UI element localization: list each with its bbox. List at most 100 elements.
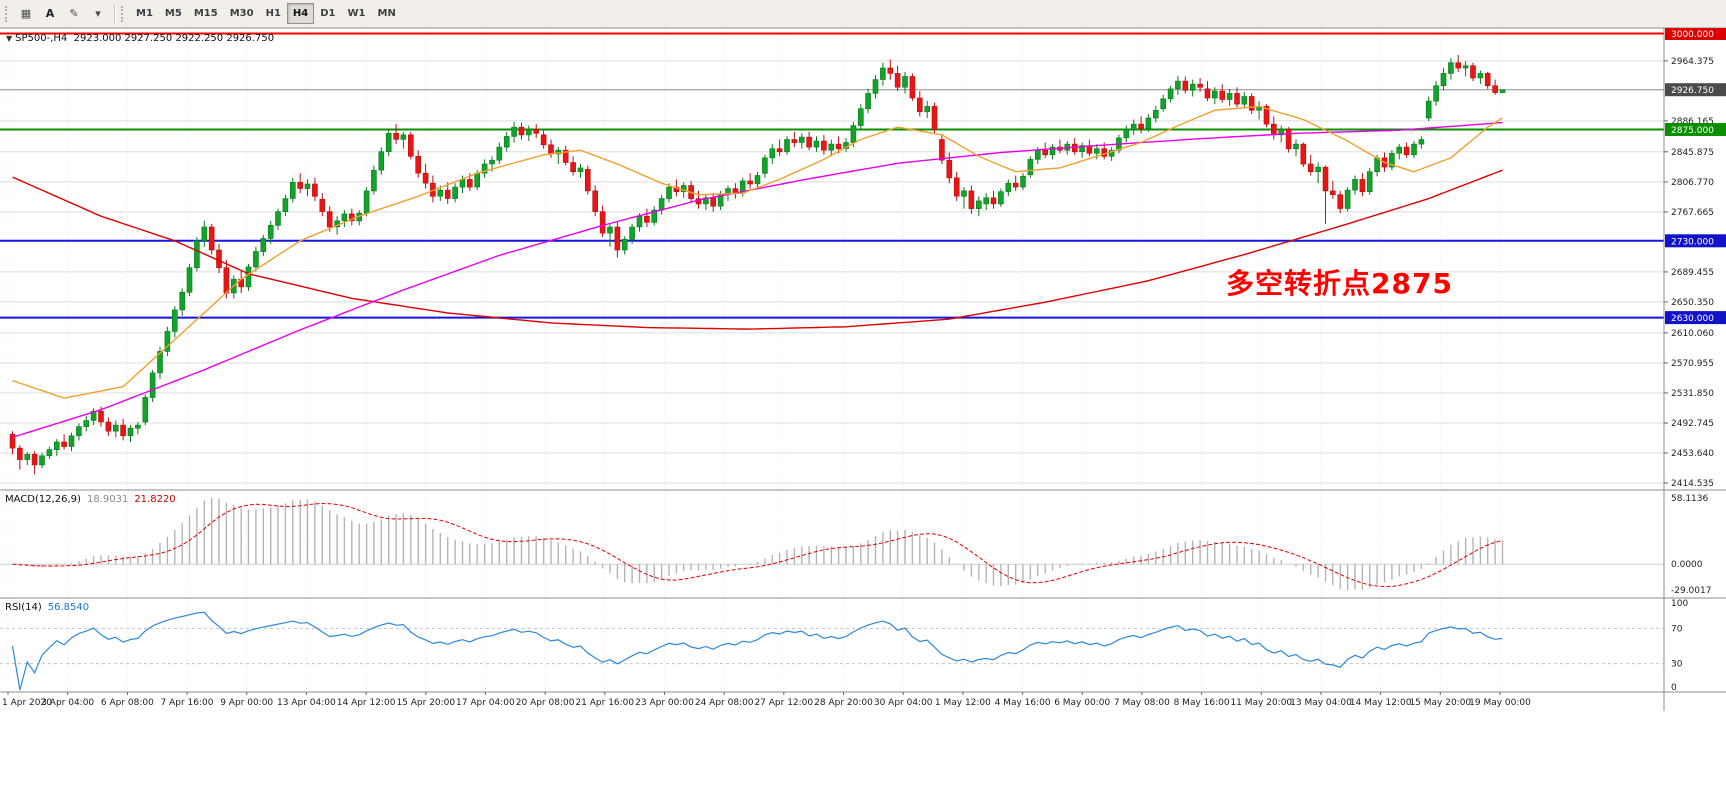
annotation-text[interactable]: 多空转折点2875 (1226, 267, 1453, 300)
timeframe-button-d1[interactable]: D1 (320, 8, 336, 19)
svg-text:3 Apr 04:00: 3 Apr 04:00 (41, 698, 94, 708)
timeframe-button-h1[interactable]: H1 (265, 8, 281, 19)
timeframe-button-w1[interactable]: W1 (347, 8, 366, 19)
macd-signal-line (12, 502, 1503, 588)
timeframe-button-mn[interactable]: MN (377, 8, 396, 19)
svg-text:3000.000: 3000.000 (1671, 30, 1714, 40)
macd-axis-labels: 58.1136 0.0000 -29.0017 (1671, 494, 1711, 596)
price-badge-2630.000 (1665, 311, 1726, 325)
macd-histogram (19, 498, 1504, 590)
draw-tool-icon[interactable]: ✎ (69, 7, 79, 20)
macd-main-value: 18.9031 (86, 494, 129, 505)
svg-text:2926.750: 2926.750 (1671, 86, 1714, 96)
timeframe-button-m15[interactable]: M15 (193, 8, 218, 19)
svg-text:4 May 16:00: 4 May 16:00 (995, 698, 1051, 708)
svg-text:2730.000: 2730.000 (1671, 237, 1714, 247)
pane-separators[interactable] (0, 27, 1726, 711)
svg-text:2845.875: 2845.875 (1671, 148, 1714, 158)
rsi-name: RSI(14) (5, 602, 42, 613)
svg-text:30 Apr 04:00: 30 Apr 04:00 (874, 698, 933, 708)
rsi-line (11, 611, 1503, 691)
svg-text:30: 30 (1671, 660, 1683, 670)
svg-text:24 Apr 08:00: 24 Apr 08:00 (695, 698, 754, 708)
svg-text:2964.375: 2964.375 (1671, 57, 1714, 67)
svg-text:19 May 00:00: 19 May 00:00 (1469, 698, 1531, 708)
timeframe-button-m30[interactable]: M30 (229, 8, 254, 19)
toolbar: ▦ A ✎ ▾ M1 M5 M15 M30 H1 H4 D1 W1 MN (0, 0, 1726, 28)
toolbar-drag-handle[interactable] (5, 5, 9, 22)
svg-text:2650.350: 2650.350 (1671, 298, 1714, 308)
svg-text:-29.0017: -29.0017 (1671, 586, 1711, 596)
svg-text:2492.745: 2492.745 (1671, 419, 1714, 429)
chart-title: ▼ SP500-,H4 2923.000 2927.250 2922.250 29… (6, 33, 274, 44)
svg-text:100: 100 (1671, 599, 1688, 609)
svg-text:2630.000: 2630.000 (1671, 314, 1714, 324)
ohlc-values-label: 2923.000 2927.250 2922.250 2926.750 (73, 33, 275, 44)
svg-text:11 May 20:00: 11 May 20:00 (1230, 698, 1292, 708)
price-badge-2875.000 (1665, 123, 1726, 136)
moving-averages (12, 105, 1503, 438)
svg-text:28 Apr 20:00: 28 Apr 20:00 (814, 698, 873, 708)
svg-text:21 Apr 16:00: 21 Apr 16:00 (575, 698, 634, 708)
chart-window-icon[interactable]: ▦ (20, 7, 32, 20)
svg-text:70: 70 (1671, 624, 1683, 634)
svg-text:2414.535: 2414.535 (1671, 479, 1714, 489)
timeframe-button-m1[interactable]: M1 (136, 8, 153, 19)
text-label-button[interactable]: A (45, 7, 55, 20)
macd-signal-value: 21.8220 (134, 494, 176, 505)
svg-text:2886.165: 2886.165 (1671, 117, 1714, 127)
price-axis-badges: 3000.000 2926.750 2875.000 2730.000 2630.000 (1665, 27, 1726, 325)
svg-text:7 May 08:00: 7 May 08:00 (1114, 698, 1170, 708)
horizontal-level-lines[interactable] (0, 32, 1664, 319)
svg-text:13 May 04:00: 13 May 04:00 (1290, 698, 1352, 708)
toolbar-left-buttons: ▦ A ✎ ▾ (14, 3, 110, 24)
svg-text:14 Apr 12:00: 14 Apr 12:00 (337, 698, 396, 708)
svg-text:15 Apr 20:00: 15 Apr 20:00 (396, 698, 455, 708)
svg-text:20 Apr 08:00: 20 Apr 08:00 (516, 698, 575, 708)
rsi-axis-labels: 100 70 30 0 (1671, 599, 1688, 693)
rsi-indicator-label: RSI(14) 56.8540 (5, 602, 89, 613)
timeframe-buttons: M1 M5 M15 M30 H1 H4 D1 W1 MN (130, 3, 402, 24)
svg-text:7 Apr 16:00: 7 Apr 16:00 (161, 698, 214, 708)
svg-text:58.1136: 58.1136 (1671, 494, 1708, 504)
timeframe-toolbar-drag-handle[interactable] (121, 5, 125, 22)
svg-text:2806.770: 2806.770 (1671, 178, 1714, 188)
ma-slow-red-line (12, 169, 1503, 330)
macd-indicator-label: MACD(12,26,9) 18.9031 21.8220 (5, 494, 176, 505)
candlesticks (9, 55, 1506, 475)
svg-text:15 May 20:00: 15 May 20:00 (1409, 698, 1471, 708)
price-badge-2926.750 (1665, 83, 1726, 97)
rsi-value: 56.8540 (47, 602, 90, 613)
svg-text:0.0000: 0.0000 (1671, 560, 1703, 570)
ma-medium-magenta-line (12, 121, 1503, 438)
price-badge-2730.000 (1665, 234, 1726, 248)
svg-text:9 Apr 00:00: 9 Apr 00:00 (220, 698, 273, 708)
svg-text:1 Apr 2020: 1 Apr 2020 (2, 698, 52, 708)
svg-text:2453.640: 2453.640 (1671, 449, 1714, 459)
symbol-timeframe-label: SP500-,H4 (15, 33, 68, 44)
svg-text:2689.455: 2689.455 (1671, 268, 1714, 278)
timeframe-button-h4[interactable]: H4 (286, 3, 315, 24)
price-axis-labels: 2964.375 2886.165 2845.875 2806.770 2767.665… (1664, 57, 1714, 489)
ma-fast-orange-line (12, 105, 1503, 399)
svg-text:2875.000: 2875.000 (1671, 126, 1714, 136)
svg-text:17 Apr 04:00: 17 Apr 04:00 (456, 698, 515, 708)
dropdown-caret-icon[interactable]: ▾ (95, 7, 101, 20)
svg-text:0: 0 (1671, 683, 1677, 693)
svg-text:8 May 16:00: 8 May 16:00 (1174, 698, 1230, 708)
svg-text:2767.665: 2767.665 (1671, 208, 1714, 218)
svg-text:1 May 12:00: 1 May 12:00 (935, 698, 991, 708)
collapse-caret-icon[interactable]: ▼ (6, 34, 13, 43)
svg-text:6 Apr 08:00: 6 Apr 08:00 (101, 698, 154, 708)
svg-text:2570.955: 2570.955 (1671, 359, 1714, 369)
toolbar-separator (114, 3, 115, 24)
price-badge-3000.000 (1665, 27, 1726, 40)
timeframe-button-m5[interactable]: M5 (164, 8, 182, 19)
macd-name: MACD(12,26,9) (5, 494, 81, 505)
svg-text:13 Apr 04:00: 13 Apr 04:00 (277, 698, 336, 708)
grid-lines (0, 28, 1664, 692)
svg-text:23 Apr 00:00: 23 Apr 00:00 (635, 698, 694, 708)
